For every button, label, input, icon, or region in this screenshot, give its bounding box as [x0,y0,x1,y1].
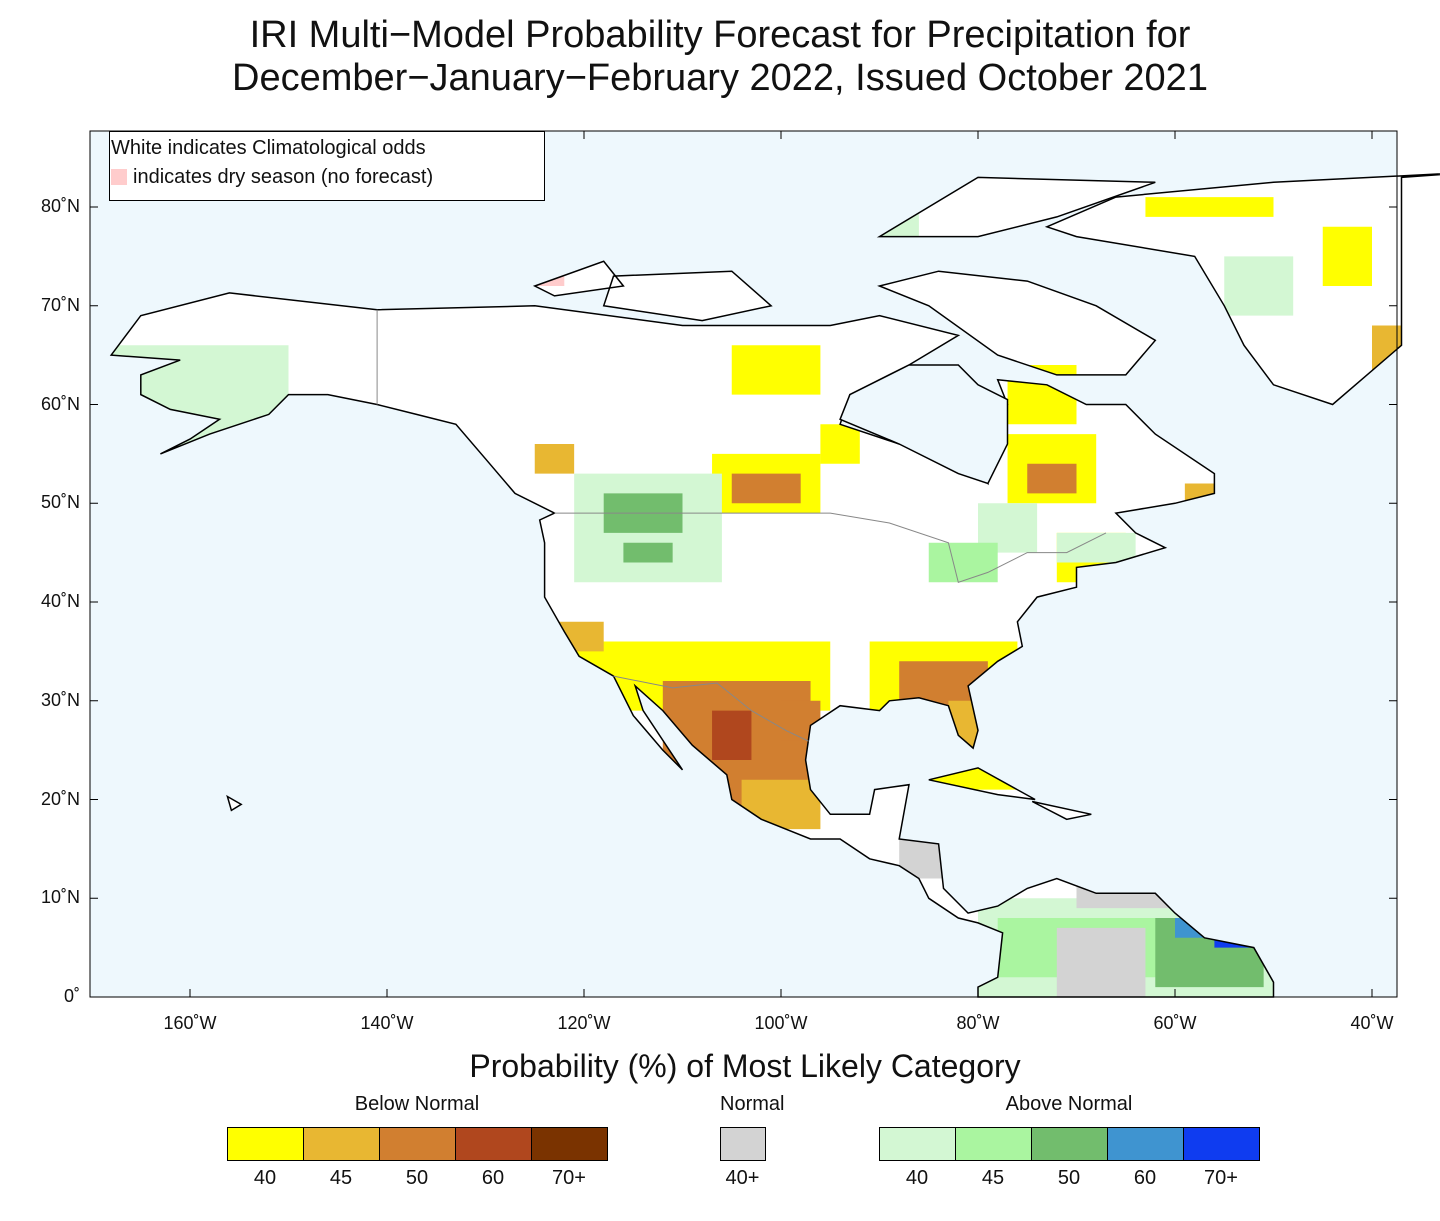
lon-tick-label: 140˚W [360,1013,414,1033]
lon-tick-label: 120˚W [557,1013,611,1033]
below-normal-swatch [455,1127,532,1161]
land-hispaniola [1032,801,1092,820]
forecast-area [712,710,752,760]
lat-tick-label: 50˚N [40,492,80,513]
lon-tick-label: 40˚W [1350,1013,1394,1033]
forecast-area [731,345,821,395]
below-normal-swatch [379,1127,456,1161]
above-normal-bin-label: 40 [905,1167,929,1189]
land-ellesmere-island [879,177,1156,237]
map-title: IRI Multi−Model Probability Forecast for… [232,14,1208,99]
us-canada-border [554,512,1107,583]
lat-tick-label: 80˚N [40,196,80,216]
forecast-area [820,424,860,464]
coastline-banks-island [532,260,625,297]
dry-season-swatch [111,169,127,185]
legend-title: Probability (%) of Most Likely Category [469,1048,1021,1084]
above-normal-swatch [1107,1127,1184,1161]
lat-tick-label: 20˚N [40,788,80,809]
coastline-hispaniola [1031,800,1092,821]
forecast-area [1056,927,1146,997]
above-normal-bin-label: 60 [1133,1167,1157,1189]
forecast-area [1027,463,1077,494]
above-normal-bin-label: 70+ [1204,1167,1238,1189]
forecast-area [534,444,575,474]
lat-tick-label: 40˚N [40,591,80,611]
land-baffin-island [879,271,1156,375]
lon-tick-label: 80˚W [956,1013,1000,1033]
lat-tick-label: 30˚N [40,689,80,710]
lat-tick-label: 60˚N [40,393,80,414]
lat-tick-label: 70˚N [40,294,80,315]
above-normal-label: Above Normal [1005,1093,1133,1115]
normal-bin-label: 40+ [725,1167,760,1189]
below-normal-bin-label: 40 [253,1167,277,1189]
coastline-hawaii [226,794,243,812]
coastline-ellesmere-island [876,176,1156,238]
below-normal-label: Below Normal [354,1093,480,1115]
above-normal-swatch [1183,1127,1260,1161]
forecast-area [731,473,801,504]
land-victoria-island [603,271,772,321]
lon-tick-label: 100˚W [754,1013,808,1033]
below-normal-swatch [531,1127,608,1161]
lat-tick-label: 10˚N [40,887,80,908]
below-normal-bin-label: 70+ [552,1167,586,1189]
lon-tick-label: 160˚W [163,1013,217,1033]
coastline-cuba [928,767,1036,801]
coastline-north-america [109,292,1275,998]
forecast-area [623,542,673,563]
forecast-area [928,542,998,583]
normal-label: Normal [720,1093,785,1115]
above-normal-swatch [955,1127,1032,1161]
coastline-baffin-island [877,270,1157,376]
lat-tick-label: 0˚ [63,986,80,1006]
map-note: White indicates Climatological odds indi… [109,131,545,201]
below-normal-bin-label: 60 [481,1167,505,1189]
below-normal-bin-label: 50 [405,1167,429,1189]
forecast-area [1322,226,1372,286]
below-normal-bin-label: 45 [329,1167,353,1189]
land-banks-island [534,261,624,296]
coastline-victoria-island [602,270,773,322]
map-frame [89,130,1398,998]
above-normal-swatch [879,1127,956,1161]
forecast-area [1145,197,1274,217]
above-normal-bin-label: 50 [1057,1167,1081,1189]
above-normal-swatch [1031,1127,1108,1161]
hudson-bay [839,364,1009,485]
below-normal-swatch [303,1127,380,1161]
coastline-greenland [1044,173,1440,406]
above-normal-bin-label: 45 [981,1167,1005,1189]
normal-swatch [720,1127,766,1161]
lon-tick-label: 60˚W [1153,1013,1197,1033]
below-normal-swatch [227,1127,304,1161]
us-mexico-border [613,675,809,742]
forecast-area [1224,256,1294,316]
